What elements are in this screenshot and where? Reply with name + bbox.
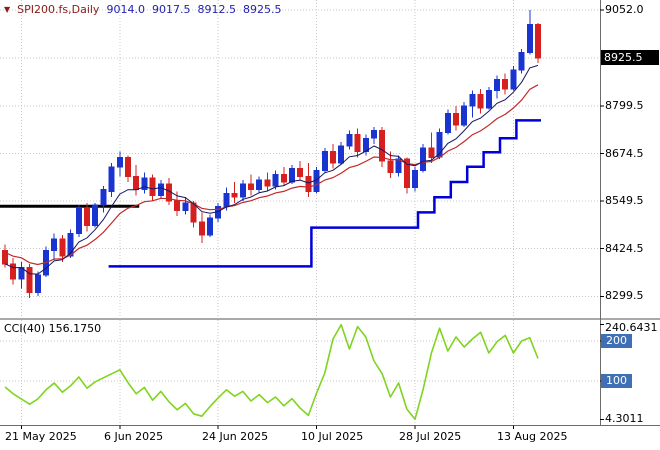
- time-tick-label: 28 Jul 2025: [399, 430, 462, 443]
- open-value: 9014.0: [106, 3, 145, 16]
- current-price-box: 8925.5: [601, 50, 659, 65]
- trail-stop-layer: [108, 119, 541, 268]
- cci-level-badge: 100: [601, 374, 632, 388]
- price-tick-label: 9052.0: [605, 3, 644, 16]
- frame-layer: [0, 0, 660, 429]
- ma-layer: [4, 64, 539, 275]
- time-tick-label: 13 Aug 2025: [497, 430, 568, 443]
- cci-level-badge: 200: [601, 334, 632, 348]
- symbol-dropdown-icon[interactable]: ▼: [4, 4, 11, 14]
- low-value: 8912.5: [197, 3, 236, 16]
- price-tick-label: 8299.5: [605, 289, 644, 302]
- price-tick-label: 8424.5: [605, 242, 644, 255]
- cci-min-label: 4.3011: [605, 412, 644, 425]
- chart-header: ▼ SPI200.fs,Daily 9014.0 9017.5 8912.5 8…: [4, 3, 281, 16]
- price-tick-label: 8549.5: [605, 194, 644, 207]
- symbol-timeframe-label: SPI200.fs,Daily: [17, 3, 100, 16]
- cci-line-layer: [4, 323, 539, 421]
- time-tick-label: 24 Jun 2025: [202, 430, 269, 443]
- price-tick-label: 8799.5: [605, 99, 644, 112]
- time-tick-label: 10 Jul 2025: [301, 430, 364, 443]
- indicator-label: CCI(40) 156.1750: [4, 322, 102, 335]
- high-value: 9017.5: [151, 3, 191, 16]
- time-tick-label: 21 May 2025: [5, 430, 77, 443]
- cci-max-label: 240.6431: [605, 321, 658, 334]
- time-tick-label: 6 Jun 2025: [104, 430, 164, 443]
- close-value: 8925.5: [242, 3, 282, 16]
- price-tick-label: 8674.5: [605, 147, 644, 160]
- candles-layer: [2, 10, 541, 298]
